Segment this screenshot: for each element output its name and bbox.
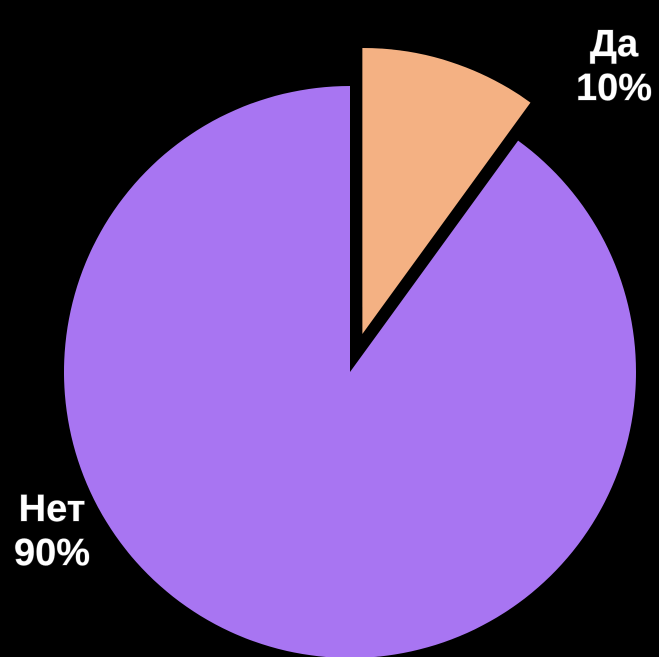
pie-slice-2 [64, 86, 636, 657]
slice-category-label: Да [590, 23, 639, 65]
pie-slice-1 [362, 47, 531, 334]
slice-category-label: Нет [19, 488, 86, 530]
slice-value-label: 90% [14, 532, 90, 574]
slices-layer [64, 47, 636, 657]
slice-value-label: 10% [576, 67, 652, 109]
